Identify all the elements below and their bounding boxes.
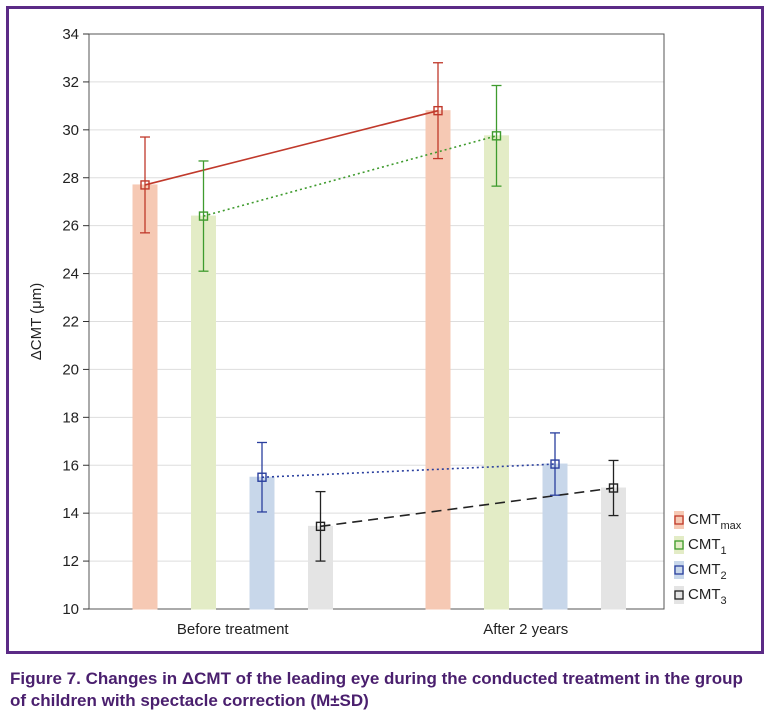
series-line-CMT2 [261,463,556,479]
y-tick-label-28: 28 [62,170,79,187]
legend-label-CMT2: CMT2 [688,561,727,582]
y-tick-label-34: 34 [62,26,79,43]
legend-label-CMT1: CMT1 [688,536,727,557]
legend-marker-CMTmax [674,515,684,525]
y-tick-label-30: 30 [62,122,79,139]
chart-frame: 10 12 14 16 18 20 22 24 26 28 30 32 34 ΔCMT (μm) Befor… [6,6,764,654]
point-CMT1-0 [198,211,209,221]
bar-CMT3-1 [601,487,626,610]
x-category-label-1: After 2 years [483,621,568,638]
legend-label-CMTmax: CMTmax [688,511,742,532]
point-CMT2-0 [257,472,267,482]
point-CMTmax-0 [140,180,150,190]
legend-swatch-CMTmax [674,511,684,529]
point-CMT2-1 [550,459,560,469]
point-CMT3-0 [315,521,326,532]
series-line-CMT3 [320,487,614,528]
legend-swatch-CMT3 [674,586,684,604]
bar-CMT1-0 [191,215,216,610]
bar-CMTmax-0 [132,184,158,610]
point-CMT3-1 [608,483,619,493]
legend-label-CMT3: CMT3 [688,586,727,607]
y-tick-label-14: 14 [62,505,79,522]
y-tick-label-32: 32 [62,74,79,91]
point-CMTmax-1 [433,105,443,116]
y-axis-label: ΔCMT (μm) [28,283,45,361]
series-line-CMTmax [144,109,439,186]
series-line-CMT1 [203,135,497,217]
chart: 10 12 14 16 18 20 22 24 26 28 30 32 34 ΔCMT (μm) Befor… [28,26,742,638]
y-tick-label-26: 26 [62,218,79,235]
y-tick-label-24: 24 [62,266,79,283]
y-tick-label-12: 12 [62,553,79,570]
y-tick-label-22: 22 [62,314,79,331]
bar-CMTmax-1 [425,110,451,610]
point-CMT1-1 [491,131,502,141]
legend-swatch-CMT1 [674,536,684,554]
y-tick-label-16: 16 [62,457,79,474]
legend-marker-CMT2 [674,565,684,575]
x-category-label-0: Before treatment [177,621,290,638]
y-tick-label-20: 20 [62,361,79,378]
legend-marker-CMT1 [674,540,684,550]
y-tick-label-18: 18 [62,409,79,426]
legend-marker-CMT3 [674,590,684,600]
y-tick-label-10: 10 [62,601,79,618]
figure-caption: Figure 7. Changes in ΔCMT of the leading… [10,669,743,710]
bar-CMT1-1 [484,135,509,610]
legend-swatch-CMT2 [674,561,684,579]
